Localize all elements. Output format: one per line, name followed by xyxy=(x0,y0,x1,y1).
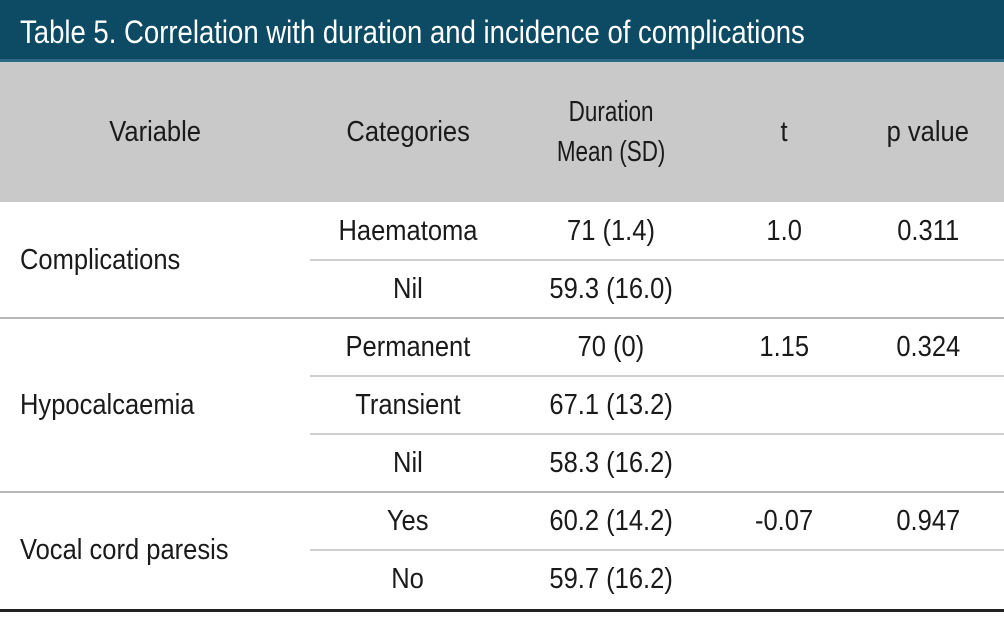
cell-category: Nil xyxy=(393,272,423,305)
cell-t: 1.0 xyxy=(766,214,802,247)
cell-duration: 59.7 (16.2) xyxy=(549,562,673,595)
cell-category: Transient xyxy=(355,388,461,421)
cell-variable: Complications xyxy=(20,243,181,276)
cell-variable: Hypocalcaemia xyxy=(20,388,195,421)
cell-p-value: 0.947 xyxy=(896,504,960,537)
group-divider xyxy=(0,317,1004,319)
cell-duration: 60.2 (14.2) xyxy=(549,504,673,537)
cell-category: Haematoma xyxy=(338,214,478,247)
cell-p-value: 0.324 xyxy=(896,330,960,363)
cell-category: Permanent xyxy=(345,330,471,363)
table-title: Table 5. Correlation with duration and i… xyxy=(20,14,805,50)
table-bottom-rule xyxy=(0,609,1004,612)
header-variable: Variable xyxy=(109,116,201,148)
header-duration-line1: Duration xyxy=(568,96,654,128)
cell-duration: 59.3 (16.0) xyxy=(549,272,673,305)
cell-duration: 71 (1.4) xyxy=(567,214,655,247)
row-divider xyxy=(310,433,1004,435)
header-p-value: p value xyxy=(886,116,970,148)
table-header: Variable Categories Duration Mean (SD) t … xyxy=(0,62,1004,202)
cell-category: Yes xyxy=(387,504,429,537)
header-duration-line2: Mean (SD) xyxy=(556,136,666,168)
header-t: t xyxy=(780,116,788,148)
row-divider xyxy=(310,375,1004,377)
cell-t xyxy=(716,376,852,434)
cell-duration: 58.3 (16.2) xyxy=(549,446,673,479)
cell-p-value xyxy=(852,376,1004,434)
cell-duration: 70 (0) xyxy=(577,330,645,363)
cell-p-value xyxy=(852,550,1004,608)
cell-category: No xyxy=(391,562,425,595)
cell-duration: 67.1 (13.2) xyxy=(549,388,673,421)
cell-p-value xyxy=(852,434,1004,492)
cell-t xyxy=(716,260,852,318)
cell-variable: Vocal cord paresis xyxy=(20,533,229,566)
row-divider xyxy=(310,259,1004,261)
cell-t: -0.07 xyxy=(754,504,814,537)
header-categories: Categories xyxy=(346,116,470,148)
cell-t: 1.15 xyxy=(759,330,809,363)
cell-p-value xyxy=(852,260,1004,318)
row-divider xyxy=(310,549,1004,551)
cell-t xyxy=(716,434,852,492)
header-duration: Duration Mean (SD) xyxy=(506,62,716,202)
group-divider xyxy=(0,491,1004,493)
table-title-bar: Table 5. Correlation with duration and i… xyxy=(0,0,1004,62)
cell-category: Nil xyxy=(393,446,423,479)
cell-p-value: 0.311 xyxy=(897,214,959,247)
cell-t xyxy=(716,550,852,608)
